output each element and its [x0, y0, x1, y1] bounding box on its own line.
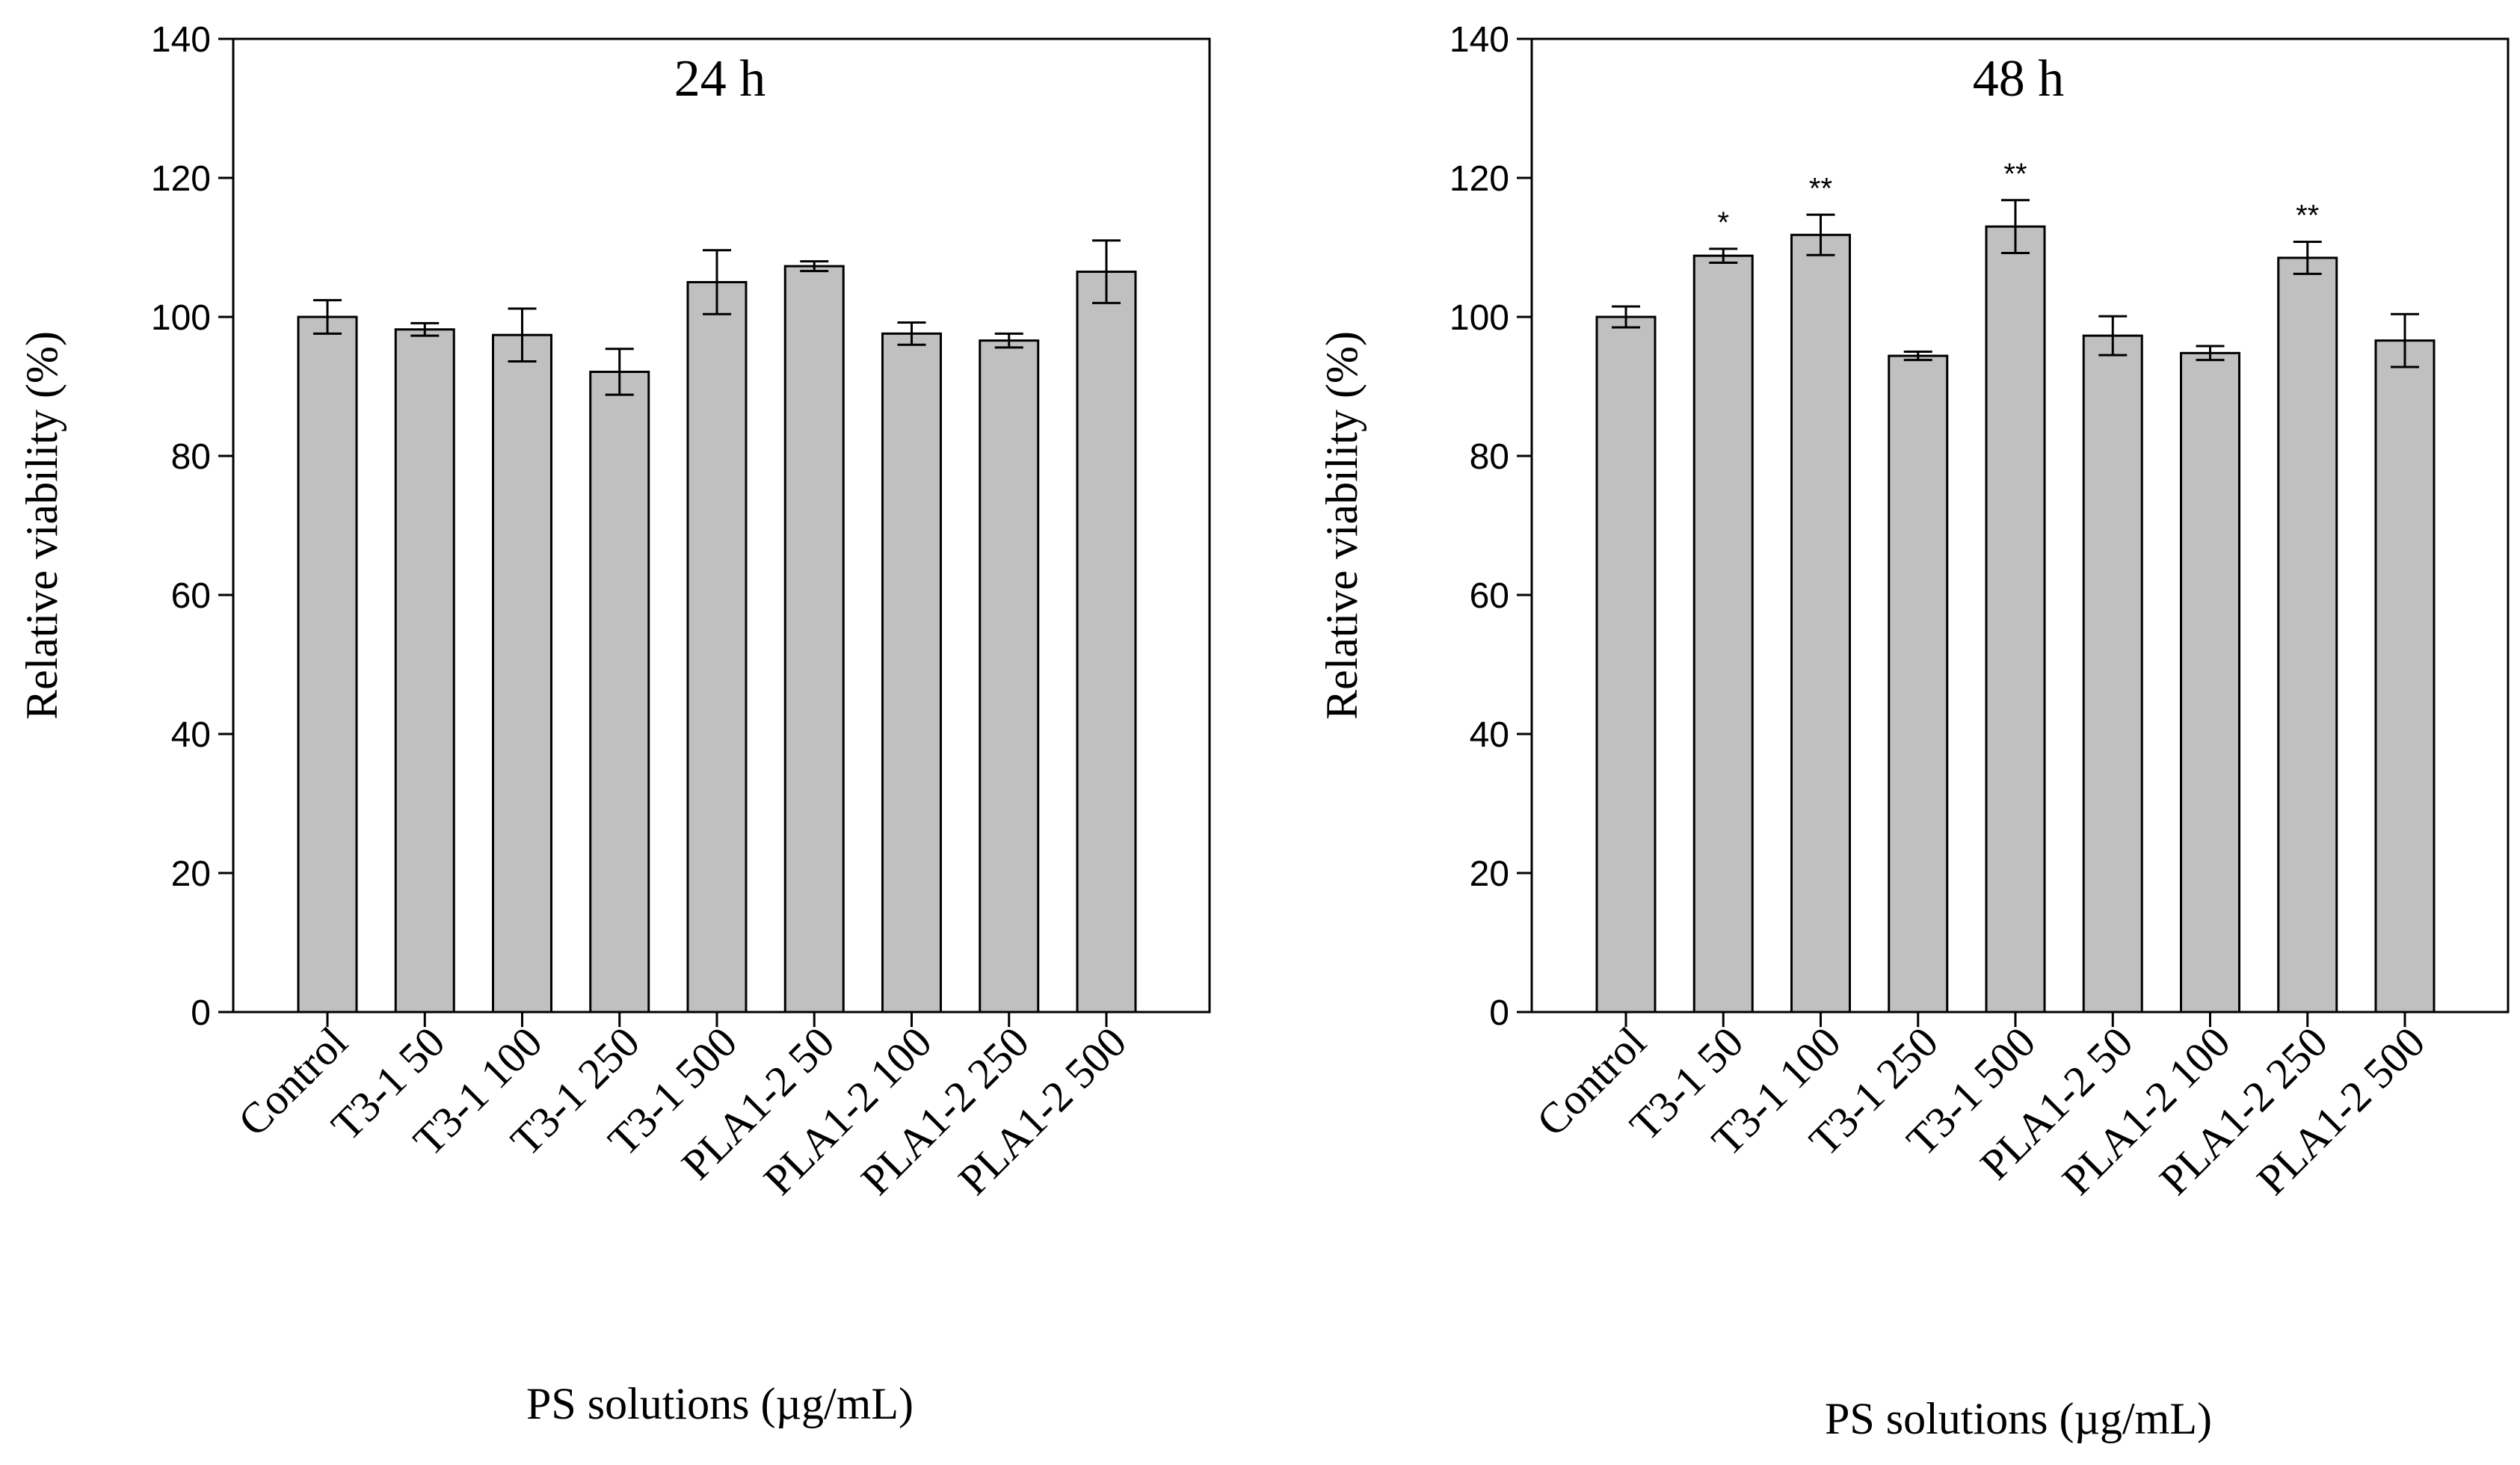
- error-bar: [703, 249, 731, 315]
- error-bar: [1903, 351, 1932, 362]
- bar: [783, 265, 845, 1014]
- y-tick-label: 40: [1470, 715, 1509, 755]
- error-bar: [1806, 213, 1835, 256]
- bars: [297, 265, 1137, 1014]
- bar: [2082, 334, 2143, 1014]
- y-tick-label: 60: [1470, 576, 1509, 616]
- error-bar: [508, 307, 537, 363]
- y-tick-label: 40: [171, 715, 211, 755]
- chart-title: 24 h: [674, 50, 766, 108]
- y-tick-label: 80: [171, 437, 211, 477]
- bar: [1790, 233, 1851, 1014]
- error-bar: [1709, 247, 1738, 264]
- error-bar: [2098, 315, 2128, 357]
- error-bar: [2196, 345, 2225, 362]
- y-tick-label: 100: [151, 298, 211, 338]
- panel-24h: 24 h Relative viability (%) PS solutions…: [17, 20, 1211, 1428]
- panel-48h: 48 h Relative viability (%) PS solutions…: [1317, 20, 2510, 1443]
- y-axis-title: Relative viability (%): [1317, 331, 1367, 720]
- error-bars: [313, 239, 1121, 396]
- bar: [2180, 351, 2240, 1014]
- error-bar: [1092, 239, 1121, 304]
- error-bar: [800, 260, 829, 273]
- y-tick-label: 0: [191, 993, 211, 1033]
- significance-marker: **: [1809, 172, 1832, 205]
- bar: [394, 328, 455, 1014]
- y-axis: 0 20 40 60 80 100 120 140: [1450, 20, 1532, 1033]
- bar: [979, 339, 1040, 1014]
- error-bars: [1612, 199, 2419, 368]
- bar: [1985, 225, 2046, 1014]
- significance-marker: **: [2003, 158, 2027, 191]
- bar: [589, 370, 650, 1014]
- significance-labels: *** ****: [1717, 158, 2319, 239]
- y-tick-label: 20: [1470, 854, 1509, 894]
- bar: [881, 332, 942, 1014]
- error-bar: [2293, 241, 2322, 275]
- error-bar: [605, 348, 634, 396]
- y-tick-label: 120: [151, 159, 211, 199]
- y-tick-label: 0: [1489, 993, 1509, 1033]
- y-tick-label: 80: [1470, 437, 1509, 477]
- y-tick-label: 60: [171, 576, 211, 616]
- bar: [1595, 315, 1657, 1014]
- x-axis-title: PS solutions (µg/mL): [1825, 1394, 2212, 1443]
- y-tick-label: 20: [171, 854, 211, 894]
- y-tick-label: 140: [151, 20, 211, 60]
- bar: [2374, 339, 2436, 1014]
- bars: [1595, 225, 2436, 1014]
- error-bar: [897, 321, 926, 346]
- error-bar: [313, 299, 342, 335]
- bar: [686, 281, 748, 1014]
- bar: [1076, 271, 1137, 1014]
- bar: [2277, 256, 2338, 1014]
- y-tick-label: 100: [1450, 298, 1509, 338]
- bar: [1888, 354, 1949, 1014]
- y-tick-label: 140: [1450, 20, 1509, 60]
- y-axis-title: Relative viability (%): [17, 331, 67, 720]
- y-tick-label: 120: [1450, 159, 1509, 199]
- chart-title: 48 h: [1973, 50, 2065, 108]
- x-axis-title: PS solutions (µg/mL): [526, 1379, 914, 1428]
- bar: [492, 333, 552, 1014]
- error-bar: [2001, 199, 2030, 254]
- error-bar: [994, 332, 1023, 349]
- error-bar: [2391, 312, 2419, 368]
- significance-marker: **: [2296, 200, 2319, 232]
- y-axis: 0 20 40 60 80 100 120 140: [151, 20, 233, 1033]
- significance-marker: *: [1717, 206, 1729, 239]
- error-bar: [1612, 305, 1640, 329]
- bar: [297, 315, 358, 1014]
- bar: [1692, 254, 1754, 1014]
- error-bar: [410, 321, 440, 337]
